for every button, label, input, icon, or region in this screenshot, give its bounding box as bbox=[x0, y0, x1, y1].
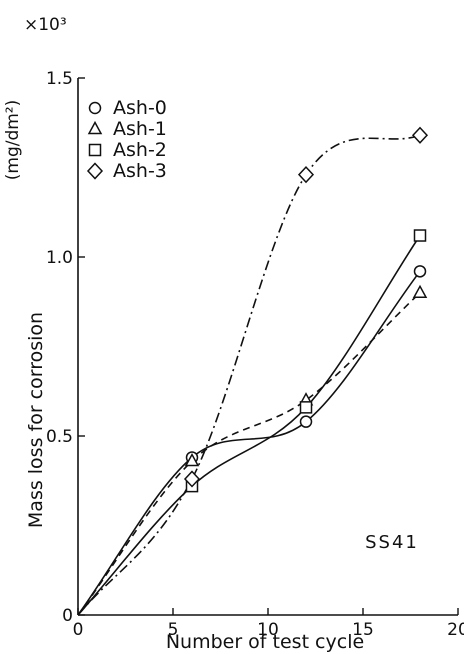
x-axis-label: Number of test cycle bbox=[166, 631, 364, 653]
series-line bbox=[77, 134, 421, 616]
data-point bbox=[411, 126, 429, 144]
data-point bbox=[299, 415, 313, 428]
legend-label: Ash-3 bbox=[113, 160, 167, 182]
legend-marker bbox=[88, 101, 102, 115]
legend-marker bbox=[86, 162, 104, 180]
x-tick-label: 10 bbox=[257, 620, 279, 640]
y-tick-label: 1.0 bbox=[46, 248, 73, 268]
series-line bbox=[77, 270, 421, 616]
legend-label: Ash-2 bbox=[113, 139, 167, 161]
series-line bbox=[77, 292, 421, 616]
legend-label: Ash-1 bbox=[113, 118, 167, 140]
x-tick-label: 0 bbox=[73, 620, 84, 640]
y-scale-label: ×10³ bbox=[24, 15, 67, 35]
data-point bbox=[412, 284, 428, 299]
axes: 0 5 10 15 20 0 0.5 1.0 1.5 bbox=[46, 69, 464, 640]
data-point bbox=[299, 401, 313, 414]
x-tick-label: 5 bbox=[168, 620, 179, 640]
x-tick-label: 20 bbox=[447, 620, 464, 640]
y-axis-label: Mass loss for corrosion bbox=[25, 312, 47, 528]
data-point bbox=[297, 166, 315, 184]
legend-marker bbox=[87, 120, 103, 135]
legend-marker bbox=[88, 143, 102, 157]
data-point bbox=[184, 452, 200, 467]
y-tick-label: 1.5 bbox=[46, 69, 73, 89]
y-tick-label: 0.5 bbox=[46, 427, 73, 447]
x-tick-label: 15 bbox=[352, 620, 374, 640]
y-tick-label: 0 bbox=[62, 606, 73, 626]
data-point bbox=[413, 229, 427, 242]
series-line bbox=[77, 235, 421, 616]
series-markers bbox=[183, 126, 429, 493]
series-curves bbox=[77, 134, 421, 616]
y-unit-label: (mg/dm²) bbox=[3, 100, 23, 181]
data-point bbox=[413, 265, 427, 278]
data-point bbox=[183, 470, 201, 488]
legend-label: Ash-0 bbox=[113, 97, 167, 119]
chart-annotation: SS41 bbox=[365, 532, 419, 553]
